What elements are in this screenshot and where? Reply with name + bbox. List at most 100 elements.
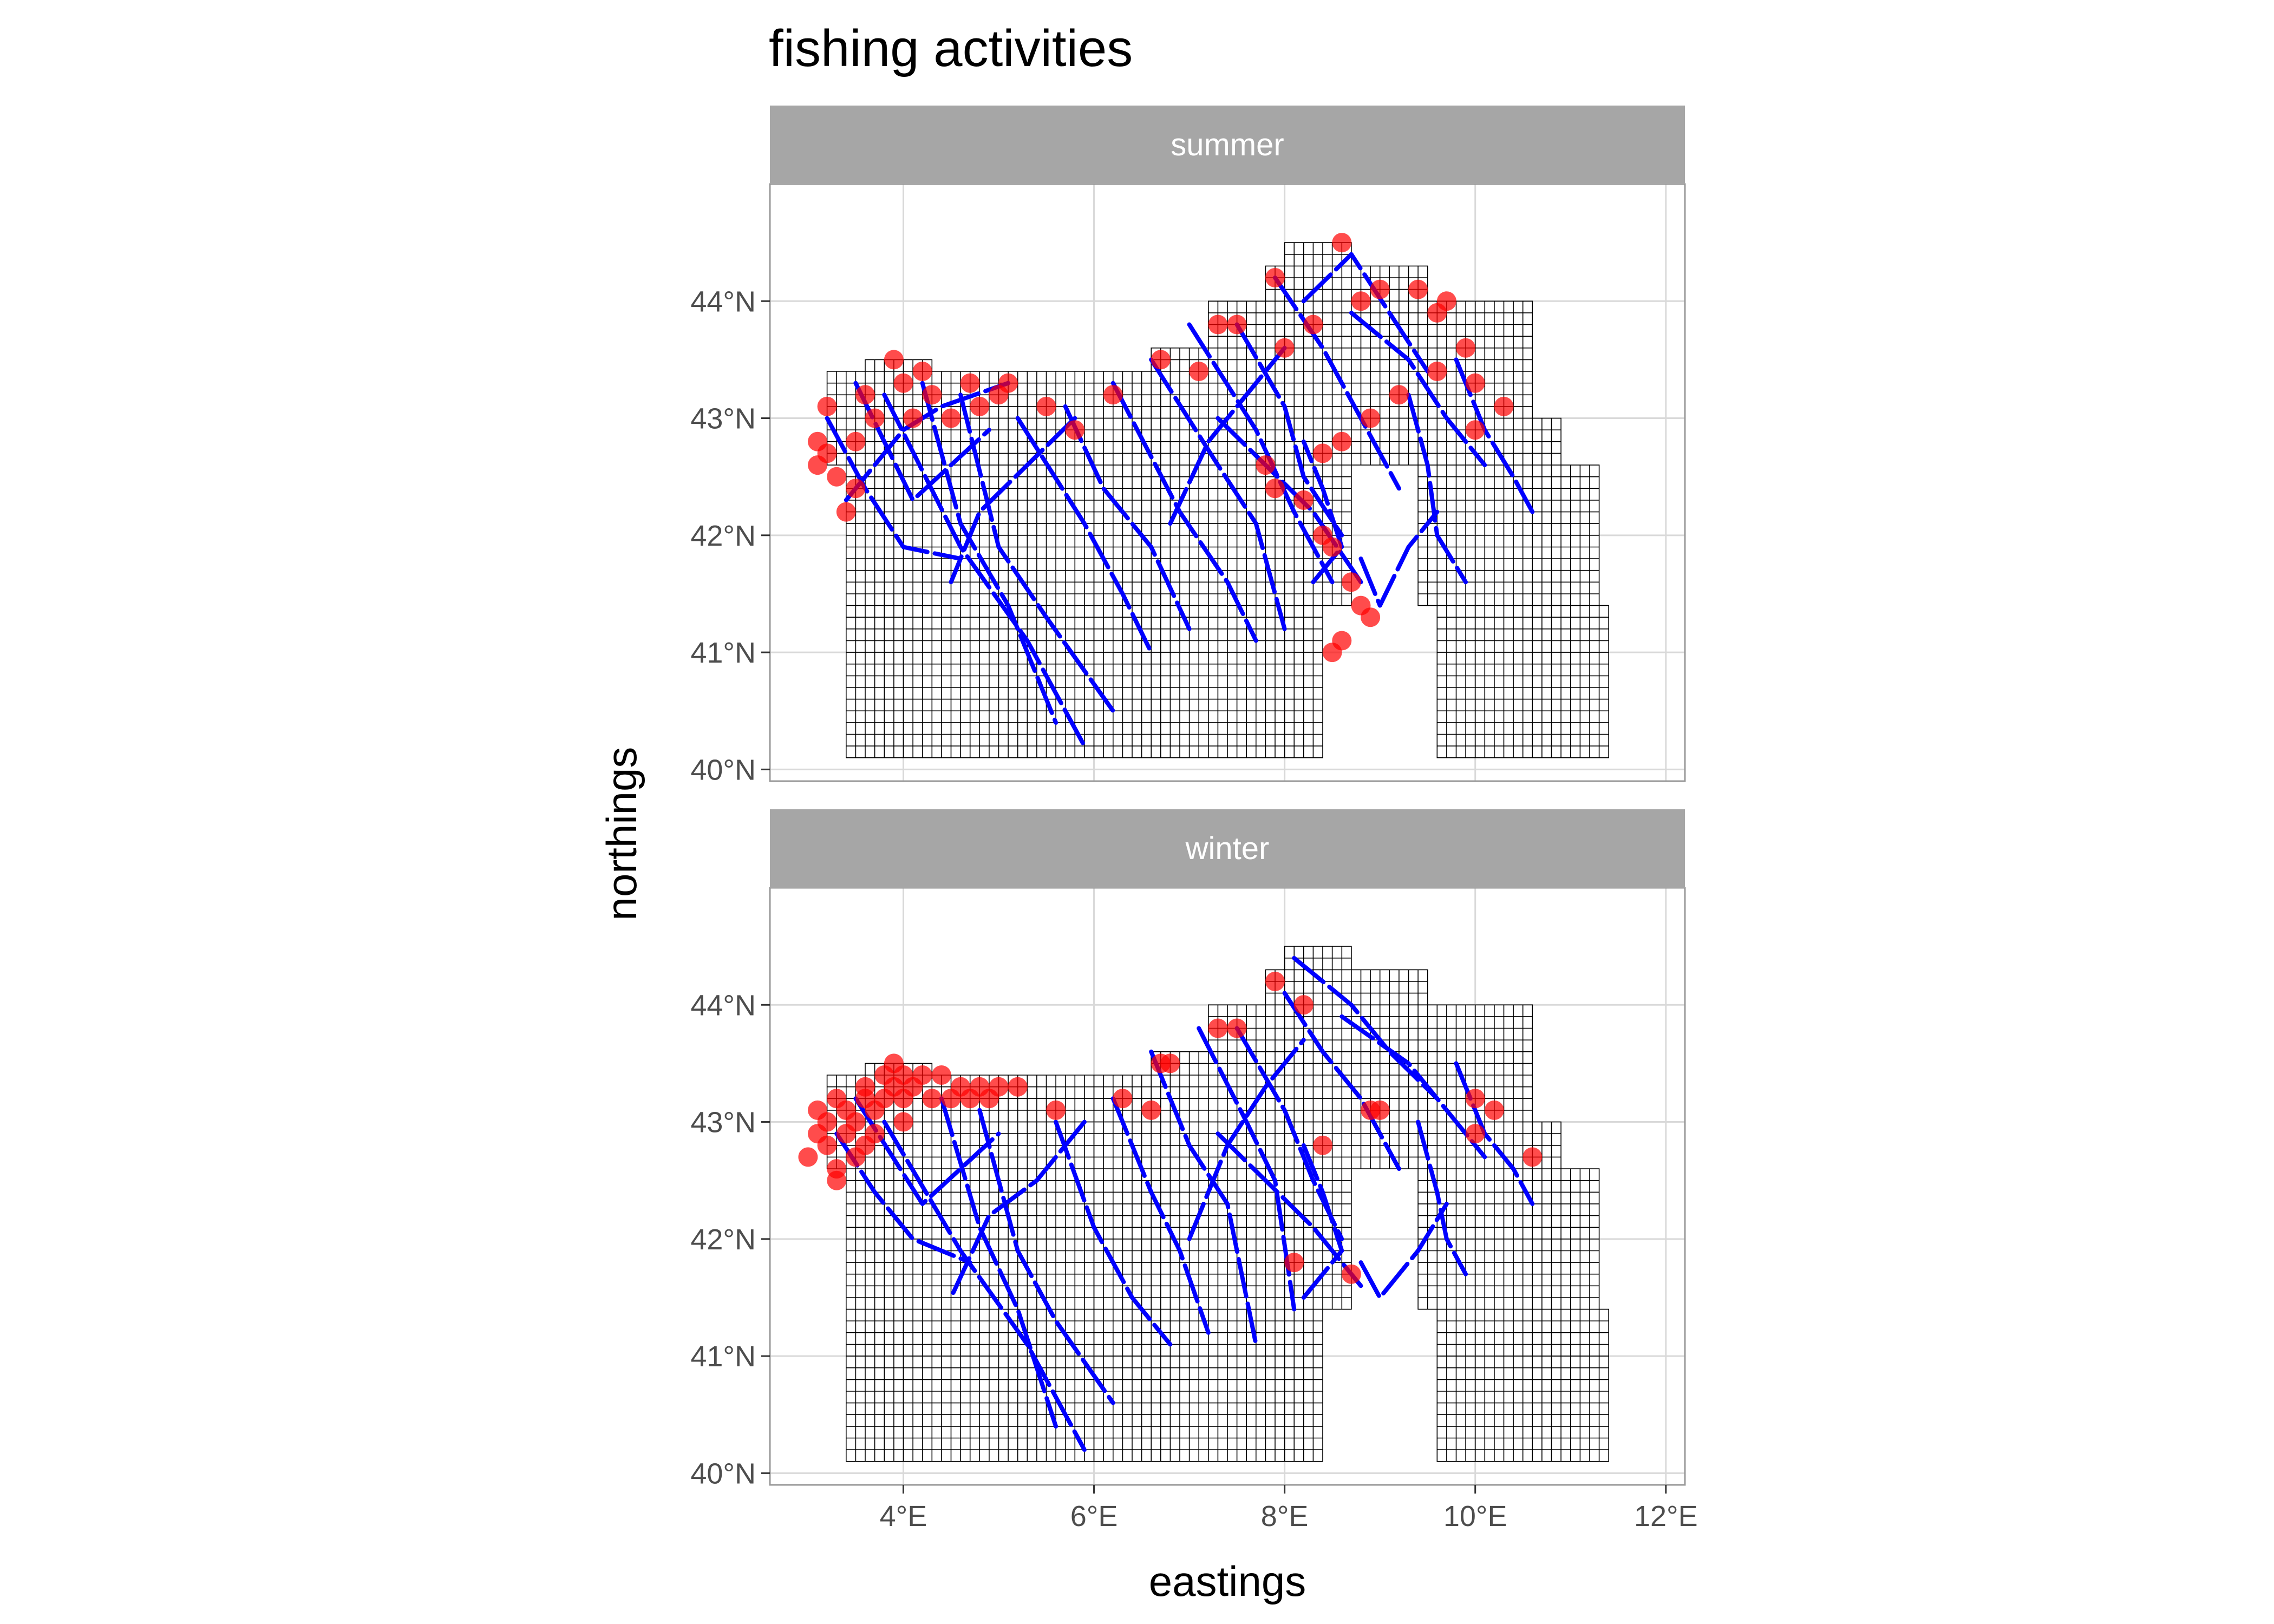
fishing-point (1427, 362, 1447, 381)
fishing-point (1265, 479, 1285, 499)
y-axis-title: northings (598, 747, 645, 921)
facet-strip-label: summer (1171, 127, 1284, 162)
fishing-point (1284, 1253, 1304, 1273)
fishing-point (1265, 972, 1285, 991)
fishing-point (1361, 408, 1381, 428)
facet-strip-label: winter (1185, 831, 1270, 866)
track-line (977, 1108, 1115, 1405)
track-line (1187, 322, 1335, 585)
track-line (1168, 345, 1287, 526)
fishing-point (912, 362, 932, 381)
fishing-point (998, 373, 1018, 393)
track-line (1015, 416, 1154, 655)
y-axis-ticks: 40°N 41°N 42°N 43°N 44°N (690, 989, 770, 1490)
track-line (1358, 509, 1440, 608)
fishing-point (1160, 1053, 1180, 1073)
y-tick-label: 44°N (690, 989, 756, 1021)
fishing-point (1313, 443, 1332, 463)
x-tick-label: 12°E (1634, 1500, 1698, 1533)
track-line (1301, 252, 1430, 374)
track-line (1216, 1131, 1363, 1288)
track-line (1358, 1201, 1449, 1300)
track-line (882, 392, 1087, 749)
fishing-point (1484, 1100, 1504, 1120)
fishing-point (1141, 1100, 1161, 1120)
fishing-tracks (825, 252, 1535, 749)
fishing-point (827, 467, 847, 487)
fishing-point (1332, 233, 1352, 253)
fishing-point (931, 1065, 951, 1085)
fishing-tracks (834, 955, 1535, 1452)
fishing-point (1046, 1100, 1066, 1120)
fishing-point (1227, 315, 1247, 335)
track-line (958, 392, 1115, 713)
track-line (853, 1096, 1001, 1206)
y-axis-ticks: 40°N 41°N 42°N 43°N 44°N (690, 285, 770, 786)
fishing-point (817, 443, 837, 463)
fishing-point (1293, 995, 1314, 1015)
y-tick-label: 43°N (690, 1106, 756, 1139)
y-tick-label: 40°N (690, 754, 756, 786)
track-line (1110, 381, 1258, 643)
chart-title: fishing activities (769, 19, 1133, 77)
track-line (1301, 1143, 1344, 1300)
fishing-point (1008, 1077, 1028, 1097)
fishing-point (1341, 1264, 1361, 1284)
track-line (1054, 1119, 1173, 1347)
fishing-point (1370, 279, 1390, 299)
fishing-point (846, 431, 866, 451)
facet-strip (770, 106, 1685, 184)
fishing-point (922, 385, 942, 405)
fishing-point (1275, 338, 1295, 358)
track-line (939, 1096, 1058, 1429)
track-line (882, 1119, 1087, 1452)
panel-winter: winter 40°N 41°N 42°N 43°N 44°N (690, 809, 1686, 1490)
fishing-point (836, 502, 856, 522)
fishing-point (884, 350, 904, 370)
x-axis-title: eastings (1149, 1557, 1306, 1605)
fishing-point (1227, 1018, 1247, 1038)
fishing-point (817, 396, 837, 416)
y-tick-label: 41°N (690, 637, 756, 669)
x-tick-label: 10°E (1443, 1500, 1507, 1533)
x-axis-ticks: 4°E 6°E 8°E 10°E 12°E (880, 1485, 1698, 1533)
fishing-point (1465, 373, 1485, 393)
track-line (1282, 991, 1401, 1171)
track-line (920, 381, 1058, 725)
track-line (949, 416, 1077, 585)
track-line (853, 381, 991, 502)
track-line (949, 1119, 1087, 1300)
fishing-point (846, 1112, 866, 1132)
fishing-point (1322, 537, 1342, 557)
fishing-point (1065, 420, 1085, 440)
fishing-point (827, 1170, 847, 1190)
y-tick-label: 42°N (690, 1223, 756, 1256)
fishing-point (1351, 291, 1371, 311)
fishing-point (1465, 1124, 1485, 1144)
fishing-point (893, 373, 913, 393)
fishing-point (855, 1077, 875, 1097)
x-tick-label: 8°E (1261, 1500, 1309, 1533)
fishing-point (1341, 572, 1361, 592)
fishing-point (1265, 268, 1285, 287)
fishing-point (1189, 362, 1209, 381)
track-line (1197, 1026, 1297, 1312)
panel-summer: summer 40°N 41°N 42°N 43°N 44°N (690, 106, 1686, 786)
x-tick-label: 6°E (1070, 1500, 1118, 1533)
fishing-point (846, 479, 866, 499)
fishing-points (798, 972, 1543, 1284)
fishing-point (1361, 607, 1381, 627)
fishing-point (1256, 455, 1276, 475)
fishing-point (1522, 1147, 1543, 1167)
fishing-point (1465, 420, 1485, 440)
fishing-point (893, 1112, 913, 1132)
y-tick-label: 44°N (690, 285, 756, 318)
track-line (1301, 439, 1344, 585)
fishing-point (1389, 385, 1409, 405)
fishing-point (1313, 1135, 1332, 1155)
facet-strip (770, 809, 1685, 888)
fishing-point (798, 1147, 818, 1167)
fishing-point (817, 1112, 837, 1132)
fishing-point (1456, 338, 1476, 358)
